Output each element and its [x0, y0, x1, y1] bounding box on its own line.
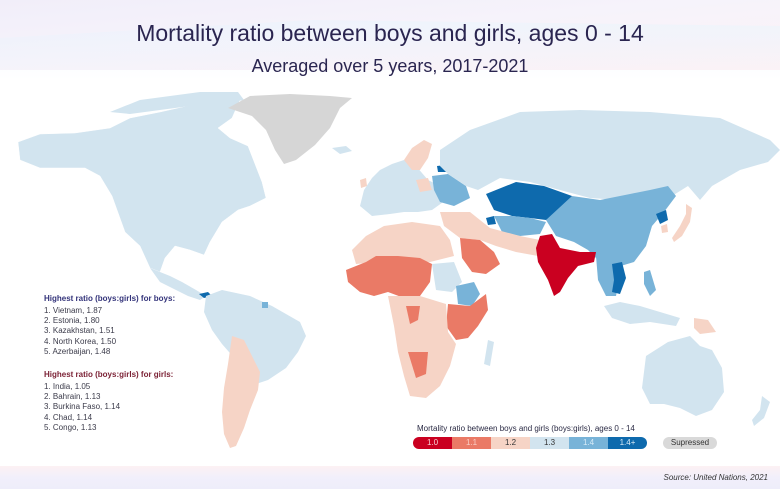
region-namibia [408, 352, 428, 378]
map-subtitle: Averaged over 5 years, 2017-2021 [251, 56, 529, 76]
region-philippines [644, 270, 656, 296]
region-new-zealand [752, 396, 770, 426]
region-vietnam-cambodia [612, 262, 626, 294]
girls-ranking-item: 5. Congo, 1.13 [44, 422, 97, 432]
legend-bin-1-3: 1.3 [530, 437, 569, 449]
legend-bin-1-2: 1.2 [491, 437, 530, 449]
region-indonesia [604, 302, 680, 326]
region-central-asia [494, 216, 546, 236]
girls-ranking-item: 2. Bahrain, 1.13 [44, 392, 101, 402]
region-south-korea [661, 224, 668, 233]
legend-bin-1-0: 1.0 [413, 437, 452, 449]
region-europe [360, 160, 446, 216]
region-papua-new-guinea [694, 318, 716, 334]
region-china [546, 186, 676, 268]
region-azerbaijan [486, 216, 496, 225]
region-ukraine-belarus [432, 174, 470, 206]
region-middle-east [440, 212, 540, 256]
region-russia [440, 110, 780, 200]
girls-ranking-item: 1. India, 1.05 [44, 382, 91, 391]
legend-color-scale: 1.0 1.1 1.2 1.3 1.4 1.4+ [413, 437, 647, 449]
map-title: Mortality ratio between boys and girls, … [136, 20, 644, 46]
region-central-america [150, 268, 206, 300]
region-australia [642, 336, 724, 416]
boys-ranking-item: 4. North Korea, 1.50 [44, 336, 117, 346]
girls-ranking-item: 4. Chad, 1.14 [44, 412, 93, 422]
boys-ranking-item: 3. Kazakhstan, 1.51 [44, 326, 115, 336]
legend-suppressed: Supressed [663, 437, 717, 449]
boys-ranking-panel: Highest ratio (boys:girls) for boys: 1. … [44, 294, 175, 357]
source-note: Source: United Nations, 2021 [663, 473, 768, 482]
region-scandinavia [404, 140, 432, 170]
region-iceland [332, 146, 352, 154]
boys-ranking-item: 5. Azerbaijan, 1.48 [44, 346, 111, 356]
region-ethiopia [456, 282, 480, 306]
region-central-southern-africa [388, 296, 456, 398]
footer-background [0, 466, 780, 489]
region-ireland [360, 178, 367, 188]
region-poland [416, 178, 432, 192]
legend-bin-1-4: 1.4 [569, 437, 608, 449]
region-greenland [228, 94, 352, 164]
region-sudan [432, 262, 462, 292]
region-east-africa [446, 294, 488, 340]
legend-title: Mortality ratio between boys and girls (… [417, 424, 635, 433]
legend-bin-1-1: 1.1 [452, 437, 491, 449]
legend-bin-1-4-plus: 1.4+ [608, 437, 647, 449]
region-sahel-west-africa [346, 256, 432, 298]
region-japan [672, 204, 692, 242]
boys-ranking-item: 2. Estonia, 1.80 [44, 316, 100, 326]
region-french-guiana [262, 302, 268, 308]
region-argentina-chile [222, 336, 260, 448]
girls-ranking-item: 3. Burkina Faso, 1.14 [44, 402, 121, 412]
region-kazakhstan [486, 182, 572, 220]
region-saudi-arabia [460, 238, 500, 274]
region-north-america [17, 97, 267, 273]
boys-ranking-item: 1. Vietnam, 1.87 [44, 306, 103, 315]
region-india [536, 234, 596, 296]
region-congo [406, 306, 420, 324]
region-canada-islands [110, 92, 244, 114]
region-north-africa [352, 222, 454, 264]
boys-ranking-heading: Highest ratio (boys:girls) for boys: [44, 294, 176, 303]
region-south-america [204, 290, 306, 384]
region-madagascar [484, 340, 494, 366]
region-north-korea [656, 210, 668, 224]
girls-ranking-heading: Highest ratio (boys:girls) for girls: [44, 370, 174, 379]
girls-ranking-panel: Highest ratio (boys:girls) for girls: 1.… [44, 370, 173, 433]
